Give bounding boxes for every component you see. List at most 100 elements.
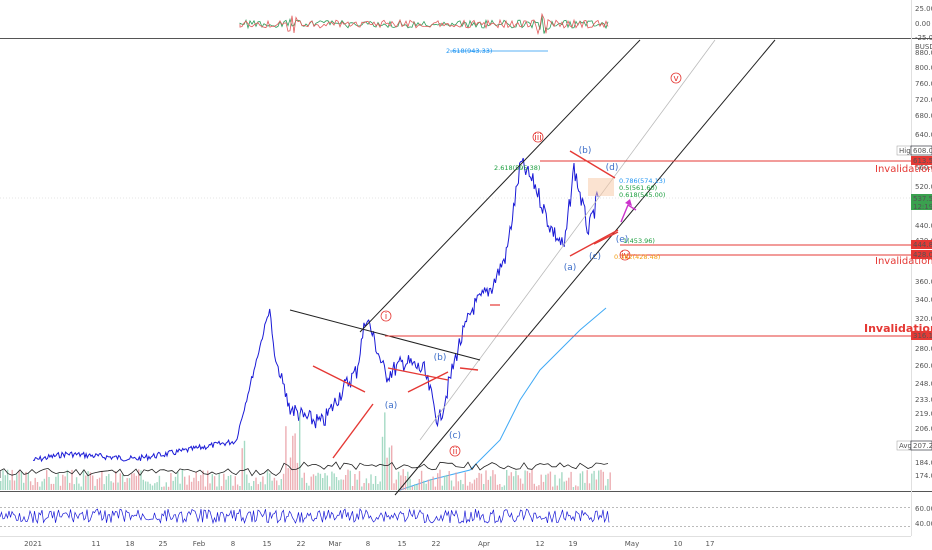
volume-bar	[18, 470, 20, 490]
wave-circled-v: v	[673, 74, 679, 84]
volume-bar	[542, 481, 545, 490]
tri-a-upper	[312, 365, 366, 393]
price-badge-sub: 12:19	[913, 203, 932, 211]
volume-bar	[556, 485, 558, 490]
time-tick-label: 25	[159, 540, 168, 548]
volume-bar	[234, 476, 236, 490]
volume-bar	[508, 475, 510, 490]
top-oscillator-line-b	[239, 12, 609, 36]
volume-bar	[20, 471, 23, 490]
volume-bar	[358, 471, 361, 490]
volume-bar	[492, 470, 494, 490]
volume-bar	[340, 479, 342, 490]
fib-label: 1(453.96)	[623, 237, 655, 245]
volume-bar	[241, 448, 243, 490]
volume-bar	[579, 473, 581, 490]
volume-bar	[609, 472, 611, 490]
volume-bar	[483, 484, 485, 490]
volume-bar	[416, 484, 418, 490]
price-tick-label: 680.00	[915, 112, 932, 120]
price-tick-label: 440.00	[915, 222, 932, 230]
volume-bar	[105, 476, 108, 490]
volume-bar	[80, 486, 82, 490]
volume-bar	[533, 483, 535, 490]
volume-bar	[335, 477, 338, 490]
volume-bar	[140, 470, 142, 490]
tri-b-upper	[387, 367, 449, 381]
volume-bar	[471, 483, 473, 490]
volume-bar	[108, 473, 110, 490]
volume-bar	[457, 481, 460, 490]
volume-bar	[370, 474, 372, 490]
volume-bar	[62, 474, 64, 490]
volume-bar	[519, 478, 522, 490]
price-badge	[911, 240, 932, 249]
price-tick-label: 520.00	[915, 183, 932, 191]
volume-bar	[565, 480, 568, 490]
volume-bar	[112, 482, 115, 490]
volume-bar	[480, 473, 483, 490]
volume-bar	[27, 472, 29, 490]
volume-bar	[23, 482, 25, 490]
price-badge	[910, 440, 932, 451]
volume-bar	[73, 484, 75, 490]
volume-bar	[345, 475, 347, 490]
volume-bar	[16, 474, 18, 490]
price-badge-tag-label: Avg	[899, 442, 912, 450]
top-oscillator-tick: -25.00	[915, 34, 932, 42]
wave-label: (d)	[606, 163, 619, 173]
volume-bar	[420, 470, 423, 490]
volume-bar	[326, 475, 328, 490]
price-badge-label: 537.57	[913, 195, 932, 203]
volume-bar	[552, 486, 554, 490]
volume-bar	[253, 481, 255, 490]
volume-bar	[276, 480, 278, 490]
volume-bar	[103, 484, 105, 490]
volume-bar	[427, 479, 430, 490]
tri-e-lower	[593, 231, 619, 245]
volume-bar	[462, 484, 464, 490]
time-tick-label: 2021	[24, 540, 42, 548]
volume-bar	[239, 486, 241, 490]
wave-label: (b)	[434, 353, 447, 363]
volume-bar	[386, 457, 388, 490]
price-badge-label: 316.10	[913, 332, 932, 340]
volume-bar	[165, 482, 167, 490]
volume-bar	[308, 485, 310, 490]
volume-bar	[441, 485, 443, 490]
volume-bar	[151, 485, 154, 490]
volume-bar	[163, 486, 165, 490]
volume-bar	[204, 486, 207, 490]
volume-bar	[110, 481, 112, 490]
wave-label: (e)	[616, 235, 629, 245]
price-tick-label: 320.00	[915, 315, 932, 323]
volume-bar	[333, 473, 335, 490]
price-tick-label: 174.00	[915, 472, 932, 480]
volume-bar	[338, 480, 340, 490]
fib-label: 0.786(574.13)	[619, 177, 665, 185]
time-tick-label: Mar	[328, 540, 341, 548]
price-tick-label: 560.00	[915, 164, 932, 172]
top-oscillator-line-a	[239, 16, 609, 34]
time-tick-label: Feb	[193, 540, 206, 548]
volume-bar	[96, 479, 98, 490]
volume-bar	[485, 470, 487, 490]
volume-bar	[600, 469, 602, 490]
volume-bar	[558, 478, 561, 490]
volume-bar	[149, 483, 151, 490]
volume-bar	[216, 486, 218, 490]
triangle-upper-trendline	[289, 309, 481, 361]
volume-bar	[301, 477, 303, 490]
volume-bar	[524, 470, 526, 490]
volume-bar	[593, 470, 595, 490]
volume-bar	[207, 470, 209, 490]
volume-bar	[273, 477, 276, 490]
volume-bar	[232, 485, 234, 490]
volume-bar	[285, 426, 287, 490]
volume-bar	[388, 447, 391, 490]
volume-bar	[209, 483, 211, 490]
volume-bar	[531, 469, 533, 490]
volume-bar	[473, 479, 476, 490]
volume-bar	[172, 480, 174, 490]
wave-circled-i: i	[385, 312, 388, 322]
